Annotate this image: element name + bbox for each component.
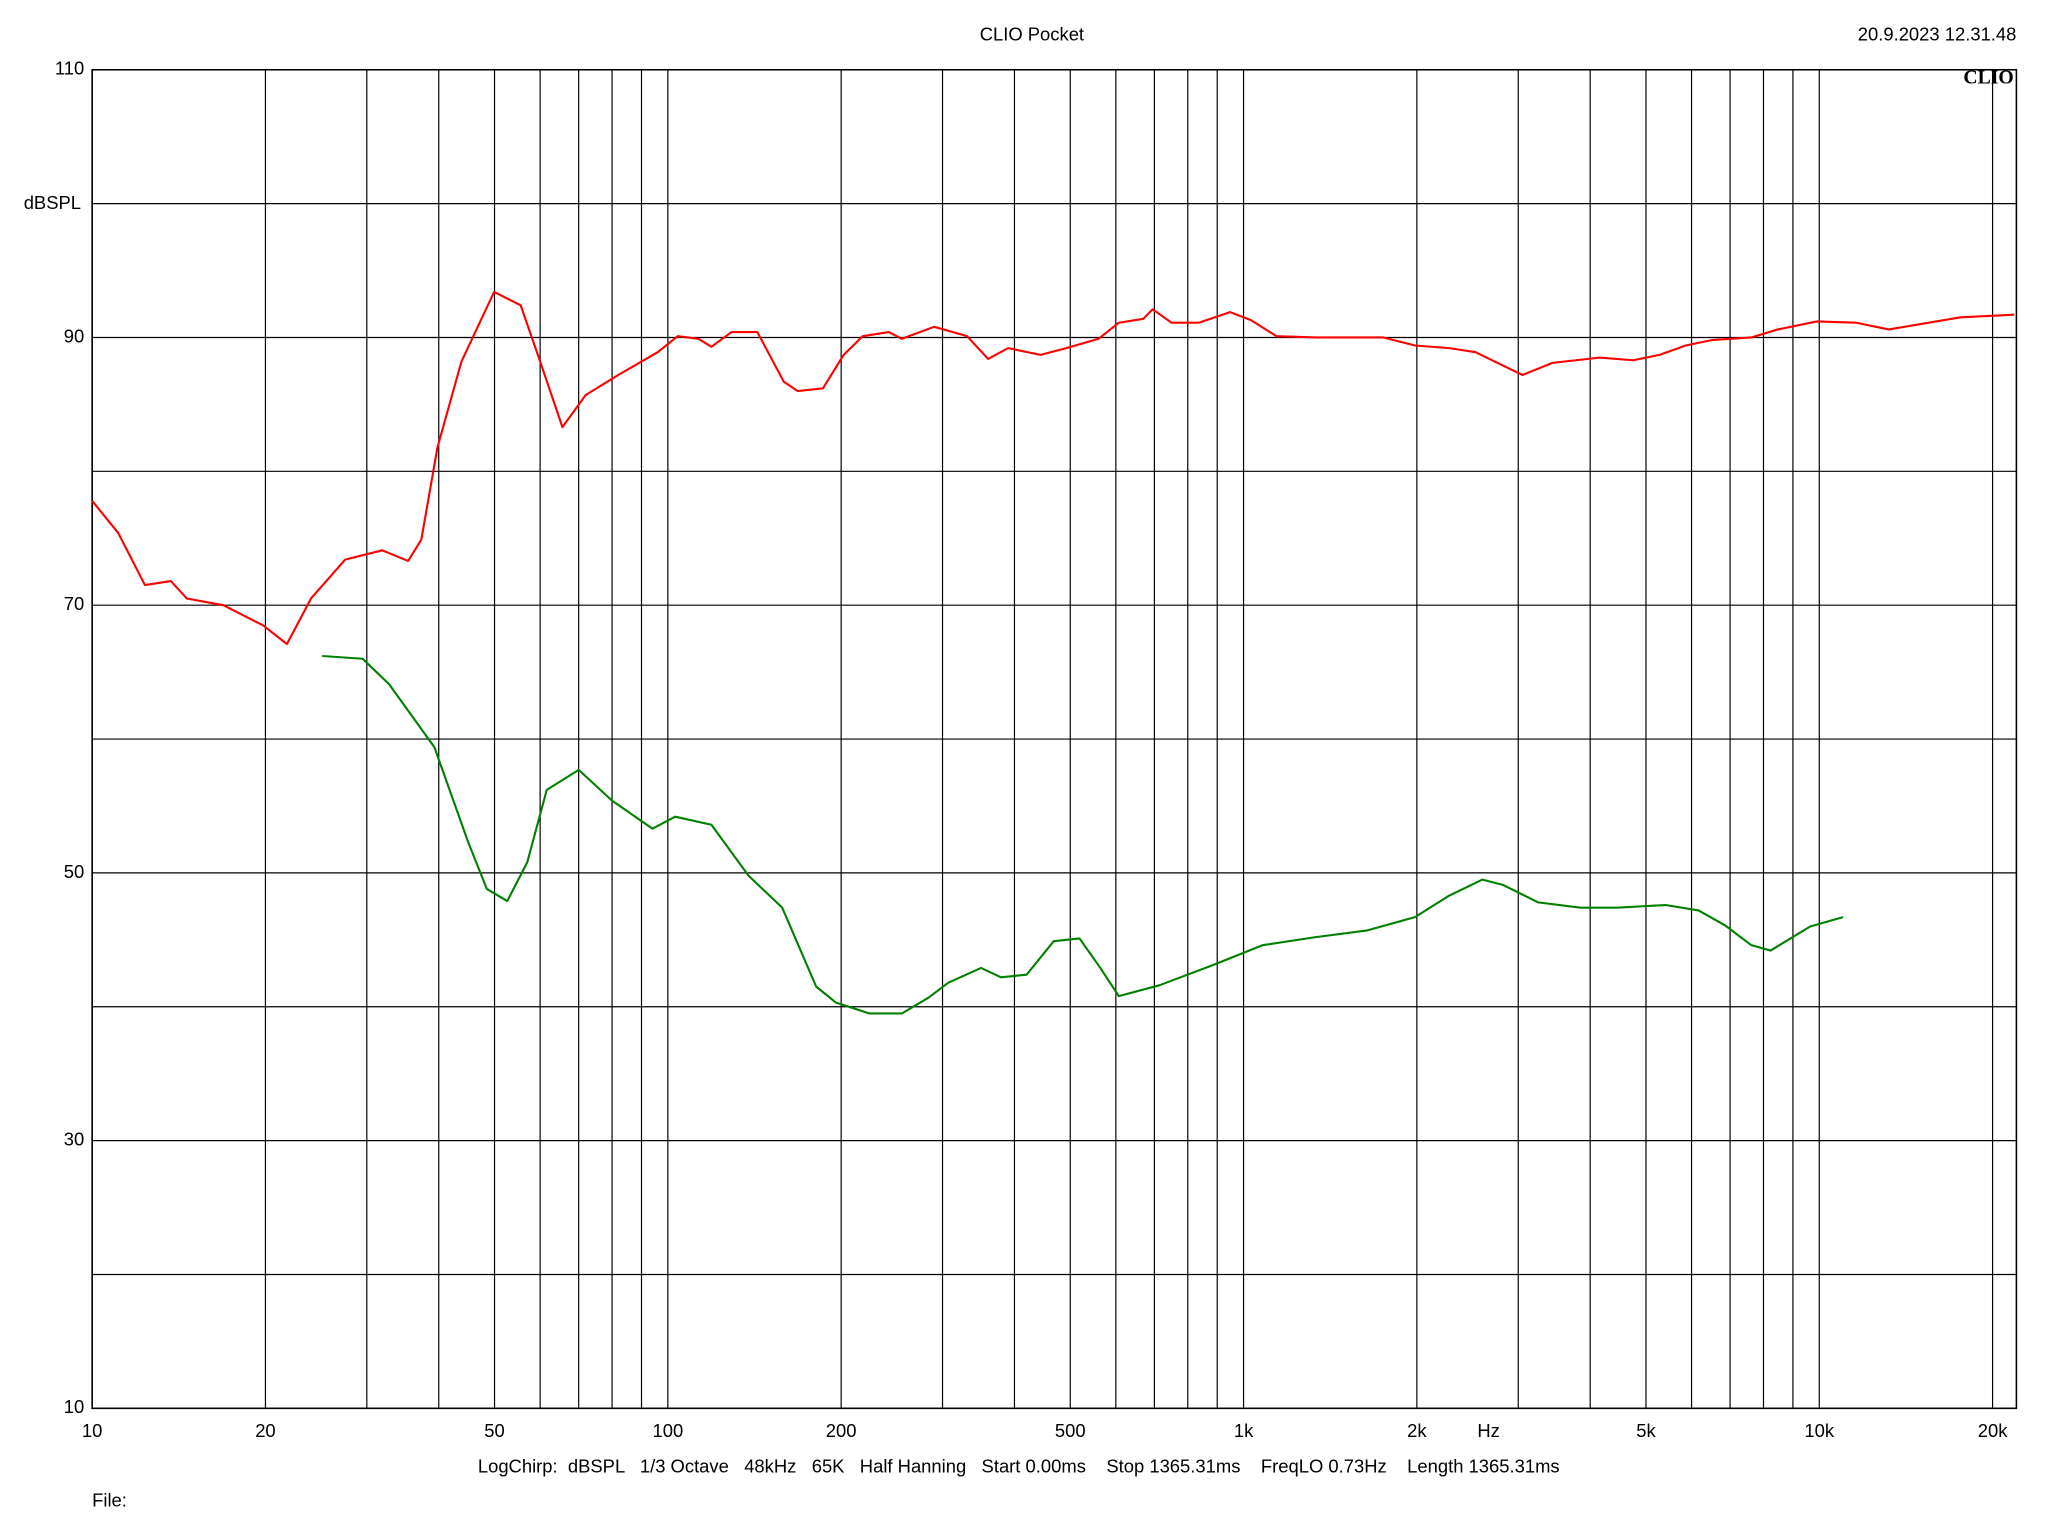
x-tick-label: 5k [1636,1420,1656,1441]
file-label: File: [92,1490,127,1511]
y-tick-label: 70 [64,593,84,614]
y-tick-label: 90 [64,325,84,346]
plot-frame [91,68,2018,1410]
y-tick-label: 50 [64,861,84,882]
x-tick-label: 500 [1055,1420,1086,1441]
y-tick-label: 30 [64,1128,84,1149]
series-line [322,654,1844,1015]
x-tick-label: 20 [255,1420,275,1441]
x-axis-label: Hz [1477,1420,1500,1441]
chart-title: CLIO Pocket [980,23,1084,44]
x-tick-label: 50 [484,1420,504,1441]
settings-footer: LogChirp: dBSPL 1/3 Octave 48kHz 65K Hal… [478,1455,1560,1476]
x-tick-label: 10 [82,1420,102,1441]
y-tick-label: 10 [64,1396,84,1417]
x-tick-label: 100 [652,1420,683,1441]
x-tick-label: 200 [826,1420,857,1441]
x-tick-label: 20k [1978,1420,2008,1441]
logo: CLIO [1963,67,2013,89]
timestamp: 20.9.2023 12.31.48 [1858,23,2017,44]
y-tick-label: 110 [55,58,84,79]
x-tick-label: 10k [1804,1420,1834,1441]
x-tick-label: 2k [1407,1420,1427,1441]
y-axis-label: dBSPL [24,192,81,213]
x-tick-label: 1k [1234,1420,1254,1441]
series-line [91,290,2015,646]
